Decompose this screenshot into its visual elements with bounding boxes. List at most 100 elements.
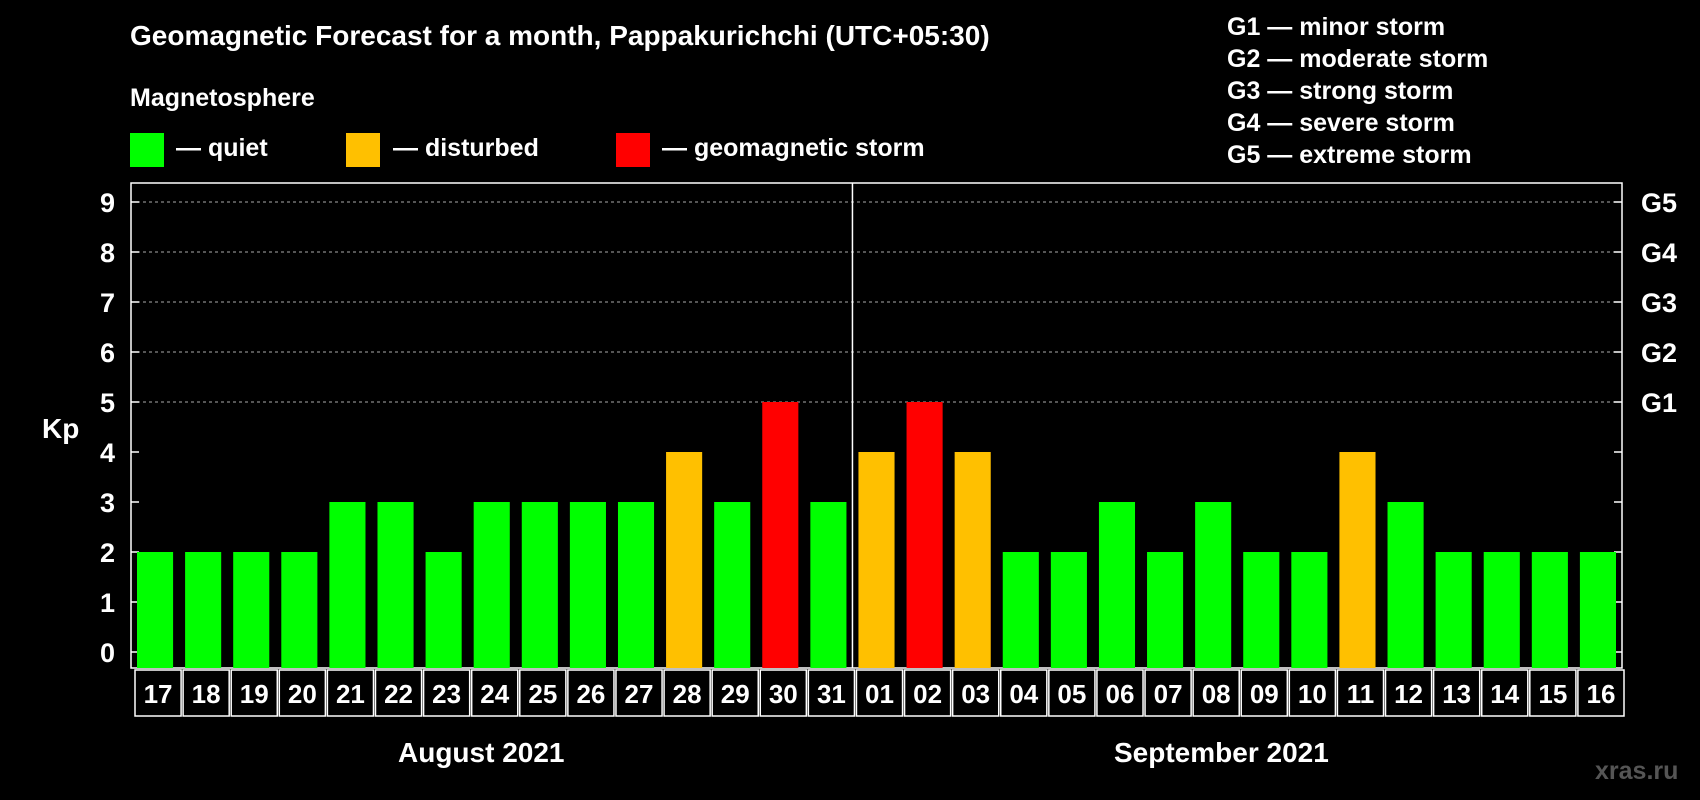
day-cell-6 xyxy=(422,669,471,717)
y-axis-label: Kp xyxy=(42,413,79,444)
x-tick-label-6: 23 xyxy=(432,679,461,709)
x-tick-label-14: 31 xyxy=(817,679,846,709)
bar-1 xyxy=(185,552,222,668)
bar-16 xyxy=(906,402,943,668)
day-cell-27 xyxy=(1432,669,1481,717)
x-tick-label-27: 13 xyxy=(1442,679,1471,709)
chart-subtitle: Magnetosphere xyxy=(130,84,315,112)
x-tick-label-19: 05 xyxy=(1057,679,1086,709)
bar-25 xyxy=(1339,452,1376,668)
x-tick-label-2: 19 xyxy=(240,679,269,709)
day-cell-8 xyxy=(519,669,567,717)
day-cell-23 xyxy=(1240,669,1289,717)
bar-27 xyxy=(1435,552,1472,668)
bar-23 xyxy=(1243,552,1280,668)
bar-2 xyxy=(233,552,270,668)
x-tick-label-23: 09 xyxy=(1250,679,1279,709)
day-cell-4 xyxy=(326,669,375,717)
y-tick-label-7: 7 xyxy=(100,288,115,318)
x-tick-label-25: 11 xyxy=(1347,679,1375,709)
legend-label-disturbed: — disturbed xyxy=(393,134,539,162)
day-cell-3 xyxy=(278,669,327,717)
x-tick-label-9: 26 xyxy=(576,679,605,709)
day-cell-2 xyxy=(230,669,279,717)
x-tick-label-5: 22 xyxy=(384,679,413,709)
storm-scale-g1: G1 — minor storm xyxy=(1227,13,1446,41)
legend-label-quiet: — quiet xyxy=(176,134,268,162)
x-tick-label-24: 10 xyxy=(1298,679,1327,709)
legend-swatch-disturbed xyxy=(346,133,380,167)
bar-3 xyxy=(281,552,318,668)
bar-13 xyxy=(762,402,799,668)
bar-12 xyxy=(714,502,751,668)
day-cell-19 xyxy=(1048,669,1096,717)
x-tick-label-4: 21 xyxy=(336,679,365,709)
day-cell-16 xyxy=(903,669,952,717)
bar-17 xyxy=(954,452,991,668)
x-tick-label-30: 16 xyxy=(1586,679,1615,709)
day-cell-25 xyxy=(1336,669,1385,717)
day-cell-9 xyxy=(567,669,615,717)
right-axis-label-g5: G5 xyxy=(1641,188,1677,218)
bar-14 xyxy=(810,502,847,668)
bar-18 xyxy=(1002,552,1039,668)
day-cell-13 xyxy=(759,669,808,717)
bar-5 xyxy=(377,502,414,668)
day-cell-18 xyxy=(999,669,1048,717)
day-cell-10 xyxy=(615,669,663,717)
y-tick-label-1: 1 xyxy=(100,588,115,618)
x-tick-label-8: 25 xyxy=(528,679,557,709)
bar-20 xyxy=(1098,502,1136,668)
right-axis-label-g4: G4 xyxy=(1641,238,1677,268)
x-tick-label-1: 18 xyxy=(192,679,221,709)
day-cell-14 xyxy=(807,669,856,717)
day-cell-5 xyxy=(374,669,423,717)
day-cell-17 xyxy=(951,669,1000,717)
day-cell-12 xyxy=(711,669,760,717)
y-tick-label-4: 4 xyxy=(100,438,115,468)
bar-19 xyxy=(1050,552,1087,668)
bar-24 xyxy=(1291,552,1328,668)
y-tick-label-3: 3 xyxy=(100,488,115,518)
day-cell-21 xyxy=(1144,669,1192,717)
storm-scale-g2: G2 — moderate storm xyxy=(1227,45,1489,73)
x-tick-label-28: 14 xyxy=(1490,679,1519,709)
bar-15 xyxy=(858,452,895,668)
right-axis-label-g3: G3 xyxy=(1641,288,1677,318)
chart-title: Geomagnetic Forecast for a month, Pappak… xyxy=(130,20,990,51)
x-tick-label-21: 07 xyxy=(1154,679,1183,709)
day-cell-29 xyxy=(1529,669,1577,717)
y-tick-label-0: 0 xyxy=(100,638,115,668)
day-cell-1 xyxy=(182,669,230,717)
day-cell-0 xyxy=(134,669,182,717)
bar-21 xyxy=(1147,552,1184,668)
bar-0 xyxy=(137,552,174,668)
x-tick-label-11: 28 xyxy=(673,679,702,709)
x-tick-label-26: 12 xyxy=(1394,679,1423,709)
bar-22 xyxy=(1195,502,1232,668)
bar-10 xyxy=(617,502,655,668)
x-tick-label-13: 30 xyxy=(769,679,798,709)
month-label-september: September 2021 xyxy=(1114,737,1329,768)
x-tick-label-29: 15 xyxy=(1538,679,1567,709)
right-axis-label-g2: G2 xyxy=(1641,338,1677,368)
bar-30 xyxy=(1579,552,1616,668)
legend-swatch-quiet xyxy=(130,133,164,167)
bar-4 xyxy=(329,502,366,668)
x-tick-label-3: 20 xyxy=(288,679,317,709)
day-cell-26 xyxy=(1384,669,1433,717)
x-tick-label-10: 27 xyxy=(625,679,654,709)
watermark: xras.ru xyxy=(1595,757,1679,785)
day-cell-20 xyxy=(1096,669,1144,717)
right-axis-label-g1: G1 xyxy=(1641,388,1677,418)
x-tick-label-0: 17 xyxy=(144,679,173,709)
x-tick-label-12: 29 xyxy=(721,679,750,709)
bar-8 xyxy=(521,502,558,668)
day-cell-30 xyxy=(1577,669,1625,717)
month-label-august: August 2021 xyxy=(398,737,565,768)
bar-28 xyxy=(1483,552,1520,668)
y-tick-label-2: 2 xyxy=(100,538,115,568)
y-tick-label-9: 9 xyxy=(100,188,115,218)
bar-7 xyxy=(473,502,510,668)
